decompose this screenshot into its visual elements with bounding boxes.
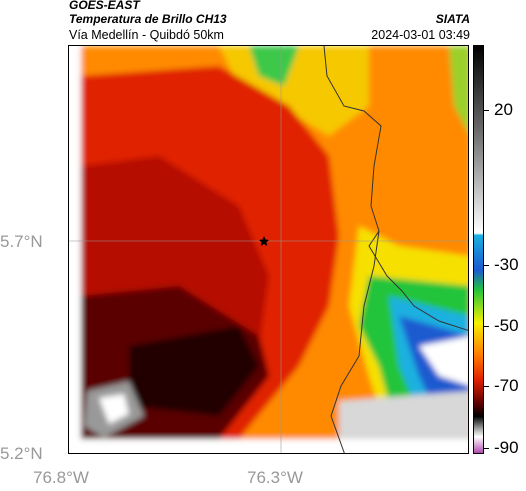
colorbar-tick [484, 326, 489, 327]
satellite-title: GOES-EAST [69, 0, 140, 12]
colorbar-label: 20 [494, 100, 513, 119]
colorbar-label: -50 [494, 316, 519, 335]
colorbar-tick [484, 110, 489, 111]
product-title: Temperatura de Brillo CH13 [69, 12, 227, 26]
colorbar [473, 45, 484, 454]
timestamp-label: 2024-03-01 03:49 [371, 28, 470, 42]
location-subtitle: Vía Medellín - Quibdó 50km [69, 28, 224, 42]
colorbar-tick [484, 265, 489, 266]
x-tick-label: 76.3°W [247, 468, 303, 487]
organization-label: SIATA [435, 12, 470, 26]
colorbar-label: -90 [494, 438, 519, 457]
colorbar-tick [484, 386, 489, 387]
star-icon [259, 236, 269, 246]
colorbar-label: -30 [494, 255, 519, 274]
y-tick-label: 5.7°N [0, 232, 43, 251]
colorbar-tick [484, 448, 489, 449]
y-tick-label: 5.2°N [0, 444, 43, 463]
colorbar-label: -70 [494, 376, 519, 395]
x-tick-label: 76.8°W [33, 468, 89, 487]
brightness-temperature-map [68, 45, 469, 454]
